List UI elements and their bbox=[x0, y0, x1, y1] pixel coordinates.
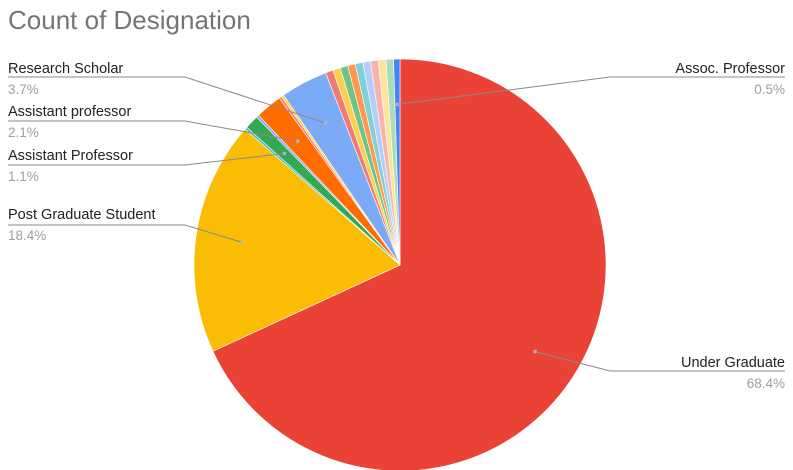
slice-label-assistant-professor: Assistant Professor bbox=[8, 148, 133, 164]
slice-label-assoc-professor: Assoc. Professor bbox=[675, 61, 785, 77]
leader-line bbox=[8, 120, 298, 142]
slice-labels: Under Graduate 68.4% Post Graduate Student… bbox=[8, 61, 785, 391]
slice-label-research-scholar: Research Scholar bbox=[8, 61, 123, 77]
slice-label-post-graduate-student: Post Graduate Student bbox=[8, 207, 156, 223]
chart-title: Count of Designation bbox=[8, 5, 251, 35]
slice-percent-research-scholar: 3.7% bbox=[8, 82, 39, 97]
leader-line bbox=[8, 224, 242, 243]
slice-label-under-graduate: Under Graduate bbox=[681, 355, 785, 371]
slice-percent-post-graduate-student: 18.4% bbox=[8, 228, 46, 243]
slice-percent-assistant-professor: 1.1% bbox=[8, 169, 39, 184]
slice-percent-assistant-professor: 2.1% bbox=[8, 125, 39, 140]
slice-percent-under-graduate: 68.4% bbox=[747, 376, 785, 391]
slice-label-assistant-professor: Assistant professor bbox=[8, 104, 131, 120]
pie-slice-under-graduate[interactable] bbox=[212, 58, 607, 470]
slice-percent-assoc-professor: 0.5% bbox=[754, 82, 785, 97]
pie-slices bbox=[193, 58, 607, 470]
leader-line bbox=[8, 76, 326, 124]
leader-line bbox=[8, 153, 285, 166]
leader-dot bbox=[323, 121, 327, 125]
leader-line bbox=[397, 76, 785, 105]
leader-line bbox=[535, 351, 785, 372]
pie-slice-post-graduate-student[interactable] bbox=[193, 128, 401, 352]
pie-slice-assoc-professor[interactable] bbox=[393, 58, 401, 266]
